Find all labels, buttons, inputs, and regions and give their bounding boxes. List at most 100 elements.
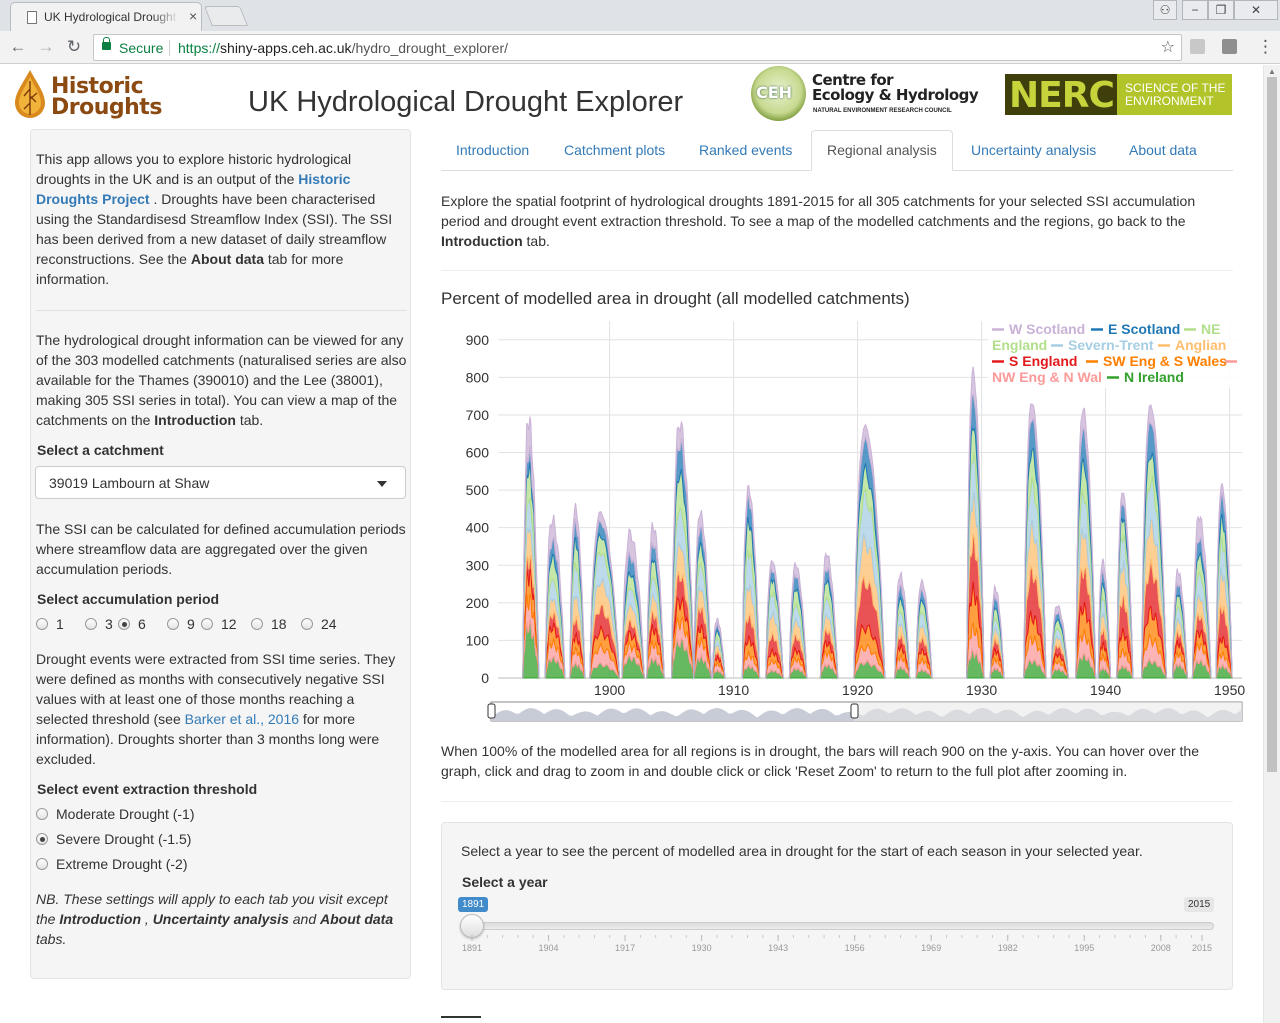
tab-regional-analysis[interactable]: Regional analysis — [811, 130, 953, 171]
accumulation-radio-6[interactable] — [118, 618, 130, 630]
drought-event-16[interactable] — [966, 366, 985, 679]
accumulation-radio-24[interactable] — [301, 618, 313, 630]
drought-event-24[interactable] — [1172, 568, 1189, 679]
drought-event-23[interactable] — [1141, 404, 1168, 679]
legend-item-sw-eng-s-wales[interactable]: SW Eng & S Wales — [1086, 353, 1227, 369]
tab-uncertainty-analysis[interactable]: Uncertainty analysis — [971, 142, 1097, 158]
drought-event-18[interactable] — [1023, 403, 1047, 679]
forward-arrow-icon[interactable]: → — [37, 37, 55, 56]
drought-event-13[interactable] — [853, 423, 886, 679]
drought-event-0[interactable] — [522, 416, 540, 679]
threshold-radio-extreme-drought-2[interactable] — [36, 858, 48, 870]
chart-areas — [522, 366, 1233, 679]
drought-event-25[interactable] — [1191, 515, 1212, 679]
restore-icon[interactable]: ❐ — [1208, 0, 1234, 20]
drought-event-21[interactable] — [1097, 558, 1112, 679]
drought-event-8[interactable] — [711, 617, 726, 679]
tab-introduction[interactable]: Introduction — [456, 142, 530, 158]
drought-event-17[interactable] — [989, 584, 1005, 679]
drought-event-20[interactable] — [1075, 407, 1097, 679]
minimize-icon[interactable]: − — [1182, 0, 1208, 20]
drought-event-9[interactable] — [741, 484, 761, 679]
drought-event-11[interactable] — [788, 562, 808, 679]
accumulation-radio-12[interactable] — [201, 618, 213, 630]
legend-item-anglian[interactable]: Anglian — [1158, 337, 1226, 353]
accumulation-option-label[interactable]: 18 — [271, 616, 287, 632]
drought-event-10[interactable] — [765, 559, 785, 679]
year-slider-track[interactable] — [472, 922, 1214, 930]
profile-icon[interactable]: ⚇ — [1153, 0, 1177, 20]
drought-event-6[interactable] — [671, 421, 695, 679]
regional-drought-chart[interactable]: 0 100 200 300 400 500 600 700 800 900 1900 1910 1920… — [441, 316, 1247, 726]
accumulation-option-label[interactable]: 12 — [221, 616, 237, 632]
drought-event-3[interactable] — [589, 510, 621, 679]
drought-event-1[interactable] — [544, 514, 566, 679]
address-bar[interactable]: Secure https://shiny-apps.ceh.ac.uk/hydr… — [93, 34, 1182, 61]
range-selector[interactable] — [487, 701, 1243, 722]
browser-tab[interactable]: UK Hydrological Drought Explorer × — [10, 2, 202, 31]
new-tab-button[interactable] — [203, 6, 249, 26]
threshold-radio-severe-drought-1-5[interactable] — [36, 833, 48, 845]
year-slider-ticks: 1891 1904 1917 1930 1943 1956 1969 1982 1995 2008… — [462, 935, 1212, 953]
accumulation-radio-3[interactable] — [85, 618, 97, 630]
accumulation-option-label[interactable]: 3 — [105, 616, 113, 632]
drought-event-4[interactable] — [621, 527, 645, 679]
reload-icon[interactable]: ↻ — [66, 37, 82, 56]
drought-event-15[interactable] — [915, 577, 933, 679]
drought-event-19[interactable] — [1050, 604, 1070, 679]
drought-event-12[interactable] — [819, 551, 839, 679]
threshold-option-label[interactable]: Severe Drought (-1.5) — [56, 831, 192, 847]
page-scrollbar[interactable]: ▲ — [1263, 65, 1280, 1023]
nerc-logo[interactable]: NERC SCIENCE OF THE ENVIRONMENT — [1005, 74, 1232, 116]
historic-droughts-project-link[interactable]: Historic Droughts Project — [36, 171, 351, 207]
legend-item-severn-trent[interactable]: Severn-Trent — [1051, 337, 1154, 353]
tab-ranked-events[interactable]: Ranked events — [699, 142, 793, 158]
tab-catchment-plots[interactable]: Catchment plots — [564, 142, 666, 158]
accumulation-radio-9[interactable] — [167, 618, 179, 630]
range-right-handle[interactable] — [850, 703, 859, 719]
range-unselected-region — [854, 702, 1242, 721]
drought-event-5[interactable] — [646, 522, 665, 679]
threshold-option-label[interactable]: Moderate Drought (-1) — [56, 806, 195, 822]
accumulation-option-label[interactable]: 9 — [187, 616, 195, 632]
close-tab-icon[interactable]: × — [189, 8, 198, 24]
ceh-logo[interactable]: CEH Centre for Ecology & Hydrology NATUR… — [751, 66, 981, 121]
pdf-extension-icon[interactable] — [1190, 39, 1205, 54]
historic-droughts-logo[interactable]: Historic Droughts — [13, 67, 163, 123]
range-left-handle[interactable] — [487, 703, 496, 719]
accumulation-option-label[interactable]: 6 — [138, 616, 146, 632]
area-w-scotland — [1023, 403, 1047, 679]
threshold-radio-moderate-drought-1[interactable] — [36, 808, 48, 820]
drought-event-26[interactable] — [1215, 483, 1233, 679]
extension-icon[interactable] — [1222, 39, 1237, 54]
legend-item-nw-eng-n-wal[interactable]: NW Eng & N Wal — [992, 369, 1102, 385]
back-arrow-icon[interactable]: ← — [9, 37, 27, 56]
catchment-select[interactable]: 39019 Lambourn at Shaw — [35, 466, 406, 499]
bookmark-star-icon[interactable]: ☆ — [1160, 39, 1175, 56]
accumulation-radio-1[interactable] — [36, 618, 48, 630]
legend-item-s-england[interactable]: S England — [992, 353, 1077, 369]
year-slider-handle[interactable] — [460, 914, 484, 938]
drought-event-7[interactable] — [693, 509, 712, 679]
threshold-option-label[interactable]: Extreme Drought (-2) — [56, 856, 188, 872]
browser-menu-icon[interactable]: ⋮ — [1257, 37, 1274, 56]
scrollbar-thumb[interactable] — [1267, 77, 1277, 772]
drought-event-14[interactable] — [894, 570, 911, 679]
catchment-select-label: Select a catchment — [37, 442, 164, 458]
legend-item-w-scotland[interactable]: W Scotland — [992, 321, 1085, 337]
accumulation-option-label[interactable]: 24 — [321, 616, 337, 632]
tab-about-data[interactable]: About data — [1129, 142, 1197, 158]
legend-item-e-scotland[interactable]: E Scotland — [1091, 321, 1180, 337]
scroll-up-arrow-icon[interactable]: ▲ — [1268, 67, 1276, 76]
legend-item-n-ireland[interactable]: N Ireland — [1107, 369, 1184, 385]
drought-event-2[interactable] — [569, 502, 586, 679]
accumulation-radio-18[interactable] — [251, 618, 263, 630]
barker-2016-link[interactable]: Barker et al., 2016 — [184, 711, 300, 727]
legend-item-ne-england[interactable]: NE — [1184, 321, 1220, 337]
legend-item-ne-england[interactable]: England — [992, 337, 1047, 353]
accumulation-option-label[interactable]: 1 — [56, 616, 64, 632]
url-text[interactable]: https://shiny-apps.ceh.ac.uk/hydro_droug… — [178, 40, 508, 56]
drought-event-22[interactable] — [1116, 492, 1134, 679]
close-window-icon[interactable]: ✕ — [1234, 0, 1278, 20]
ceh-badge-text: CEH — [756, 83, 793, 102]
